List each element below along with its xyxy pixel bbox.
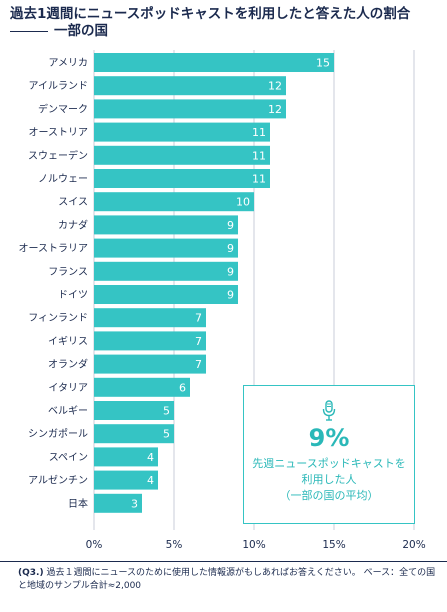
footnote-base: ベース：全ての国と地域のサンプル合計≈2,000 <box>18 568 436 591</box>
footer-divider <box>0 561 447 562</box>
bar-chart: アメリカアイルランドデンマークオーストリアスウェーデンノルウェースイスカナダオー… <box>19 50 426 551</box>
category-label: フランス <box>48 266 88 278</box>
bar <box>94 145 270 165</box>
category-label: 日本 <box>68 497 88 510</box>
value-label: 9 <box>227 242 234 255</box>
bar <box>94 238 238 258</box>
value-label: 11 <box>252 173 266 186</box>
x-tick-label: 0% <box>86 539 103 551</box>
bar <box>94 401 174 420</box>
callout-line-1: 先週ニュースポッドキャストを <box>252 457 406 470</box>
average-callout: 9% 先週ニュースポッドキャストを 利用した人 （一部の国の平均） <box>243 385 415 524</box>
bar <box>94 76 286 96</box>
x-tick-label: 20% <box>402 539 425 551</box>
bar <box>94 493 142 513</box>
bar <box>94 53 334 72</box>
bar <box>94 192 254 212</box>
value-label: 9 <box>227 265 234 278</box>
category-label: スペイン <box>49 452 88 463</box>
chart-subtitle-text: 一部の国 <box>54 23 108 39</box>
category-label: デンマーク <box>38 102 88 115</box>
footnote: (Q3.) 過去１週間にニュースのために使用した情報源がもしあればお答えください… <box>18 567 438 593</box>
value-label: 6 <box>179 381 186 394</box>
value-label: 3 <box>131 497 138 510</box>
category-label: オランダ <box>48 358 88 371</box>
microphone-icon <box>322 400 336 421</box>
bar <box>94 169 270 188</box>
chart-subtitle: 一部の国 <box>10 23 440 40</box>
value-label: 5 <box>163 428 170 441</box>
category-label: カナダ <box>58 218 88 231</box>
value-label: 11 <box>252 126 266 139</box>
bar <box>94 331 206 351</box>
value-label: 10 <box>236 196 250 209</box>
category-label: スウェーデン <box>28 149 88 162</box>
bar <box>94 470 158 490</box>
callout-line-2: 利用した人 <box>301 473 357 486</box>
bar <box>94 215 238 235</box>
value-label: 4 <box>147 451 154 464</box>
category-label: スイス <box>58 197 88 208</box>
value-label: 12 <box>268 103 282 116</box>
value-label: 7 <box>195 312 202 325</box>
footnote-question-label: (Q3.) <box>18 568 44 578</box>
category-label: イタリア <box>48 382 88 394</box>
category-labels: アメリカアイルランドデンマークオーストリアスウェーデンノルウェースイスカナダオー… <box>19 57 89 510</box>
chart-title-main: 過去1週間にニュースポッドキャストを利用したと答えた人の割合 <box>10 6 411 22</box>
value-label: 9 <box>227 219 234 232</box>
category-label: ベルギー <box>48 405 88 417</box>
bar <box>94 424 174 444</box>
x-tick-label: 10% <box>242 539 265 551</box>
bar <box>94 447 158 467</box>
bar <box>94 99 286 119</box>
chart-title: 過去1週間にニュースポッドキャストを利用したと答えた人の割合 一部の国 <box>10 6 440 40</box>
value-label: 4 <box>147 474 154 487</box>
category-label: オーストラリア <box>19 243 89 255</box>
value-label: 9 <box>227 289 234 302</box>
category-label: アメリカ <box>49 57 89 69</box>
value-label: 15 <box>316 57 330 70</box>
x-tick-labels: 0% 5% 10% 15% 20% <box>86 539 426 551</box>
callout-description: 先週ニュースポッドキャストを 利用した人 （一部の国の平均） <box>244 456 414 504</box>
callout-line-3: （一部の国の平均） <box>279 489 379 502</box>
value-label: 12 <box>268 80 282 93</box>
value-label: 11 <box>252 149 266 162</box>
category-label: ドイツ <box>58 290 88 301</box>
x-tick-label: 15% <box>322 539 345 551</box>
bar <box>94 354 206 374</box>
value-label: 7 <box>195 335 202 348</box>
bar <box>94 261 238 281</box>
footnote-question: 過去１週間にニュースのために使用した情報源がもしあればお答えください。 <box>46 568 361 578</box>
category-label: オーストリア <box>29 127 89 139</box>
bar <box>94 122 270 142</box>
callout-value: 9% <box>308 424 350 452</box>
category-label: アイルランド <box>29 80 89 92</box>
category-label: ノルウェー <box>38 173 88 185</box>
category-label: フィンランド <box>28 312 88 324</box>
chart-bars <box>94 53 334 513</box>
bar <box>94 308 206 328</box>
category-label: イギリス <box>48 335 88 347</box>
x-tick-label: 5% <box>166 539 183 551</box>
bar <box>94 377 190 397</box>
bar <box>94 285 238 304</box>
category-label: シンガポール <box>28 428 88 440</box>
value-label: 7 <box>195 358 202 371</box>
category-label: アルゼンチン <box>28 475 88 487</box>
value-label: 5 <box>163 405 170 418</box>
